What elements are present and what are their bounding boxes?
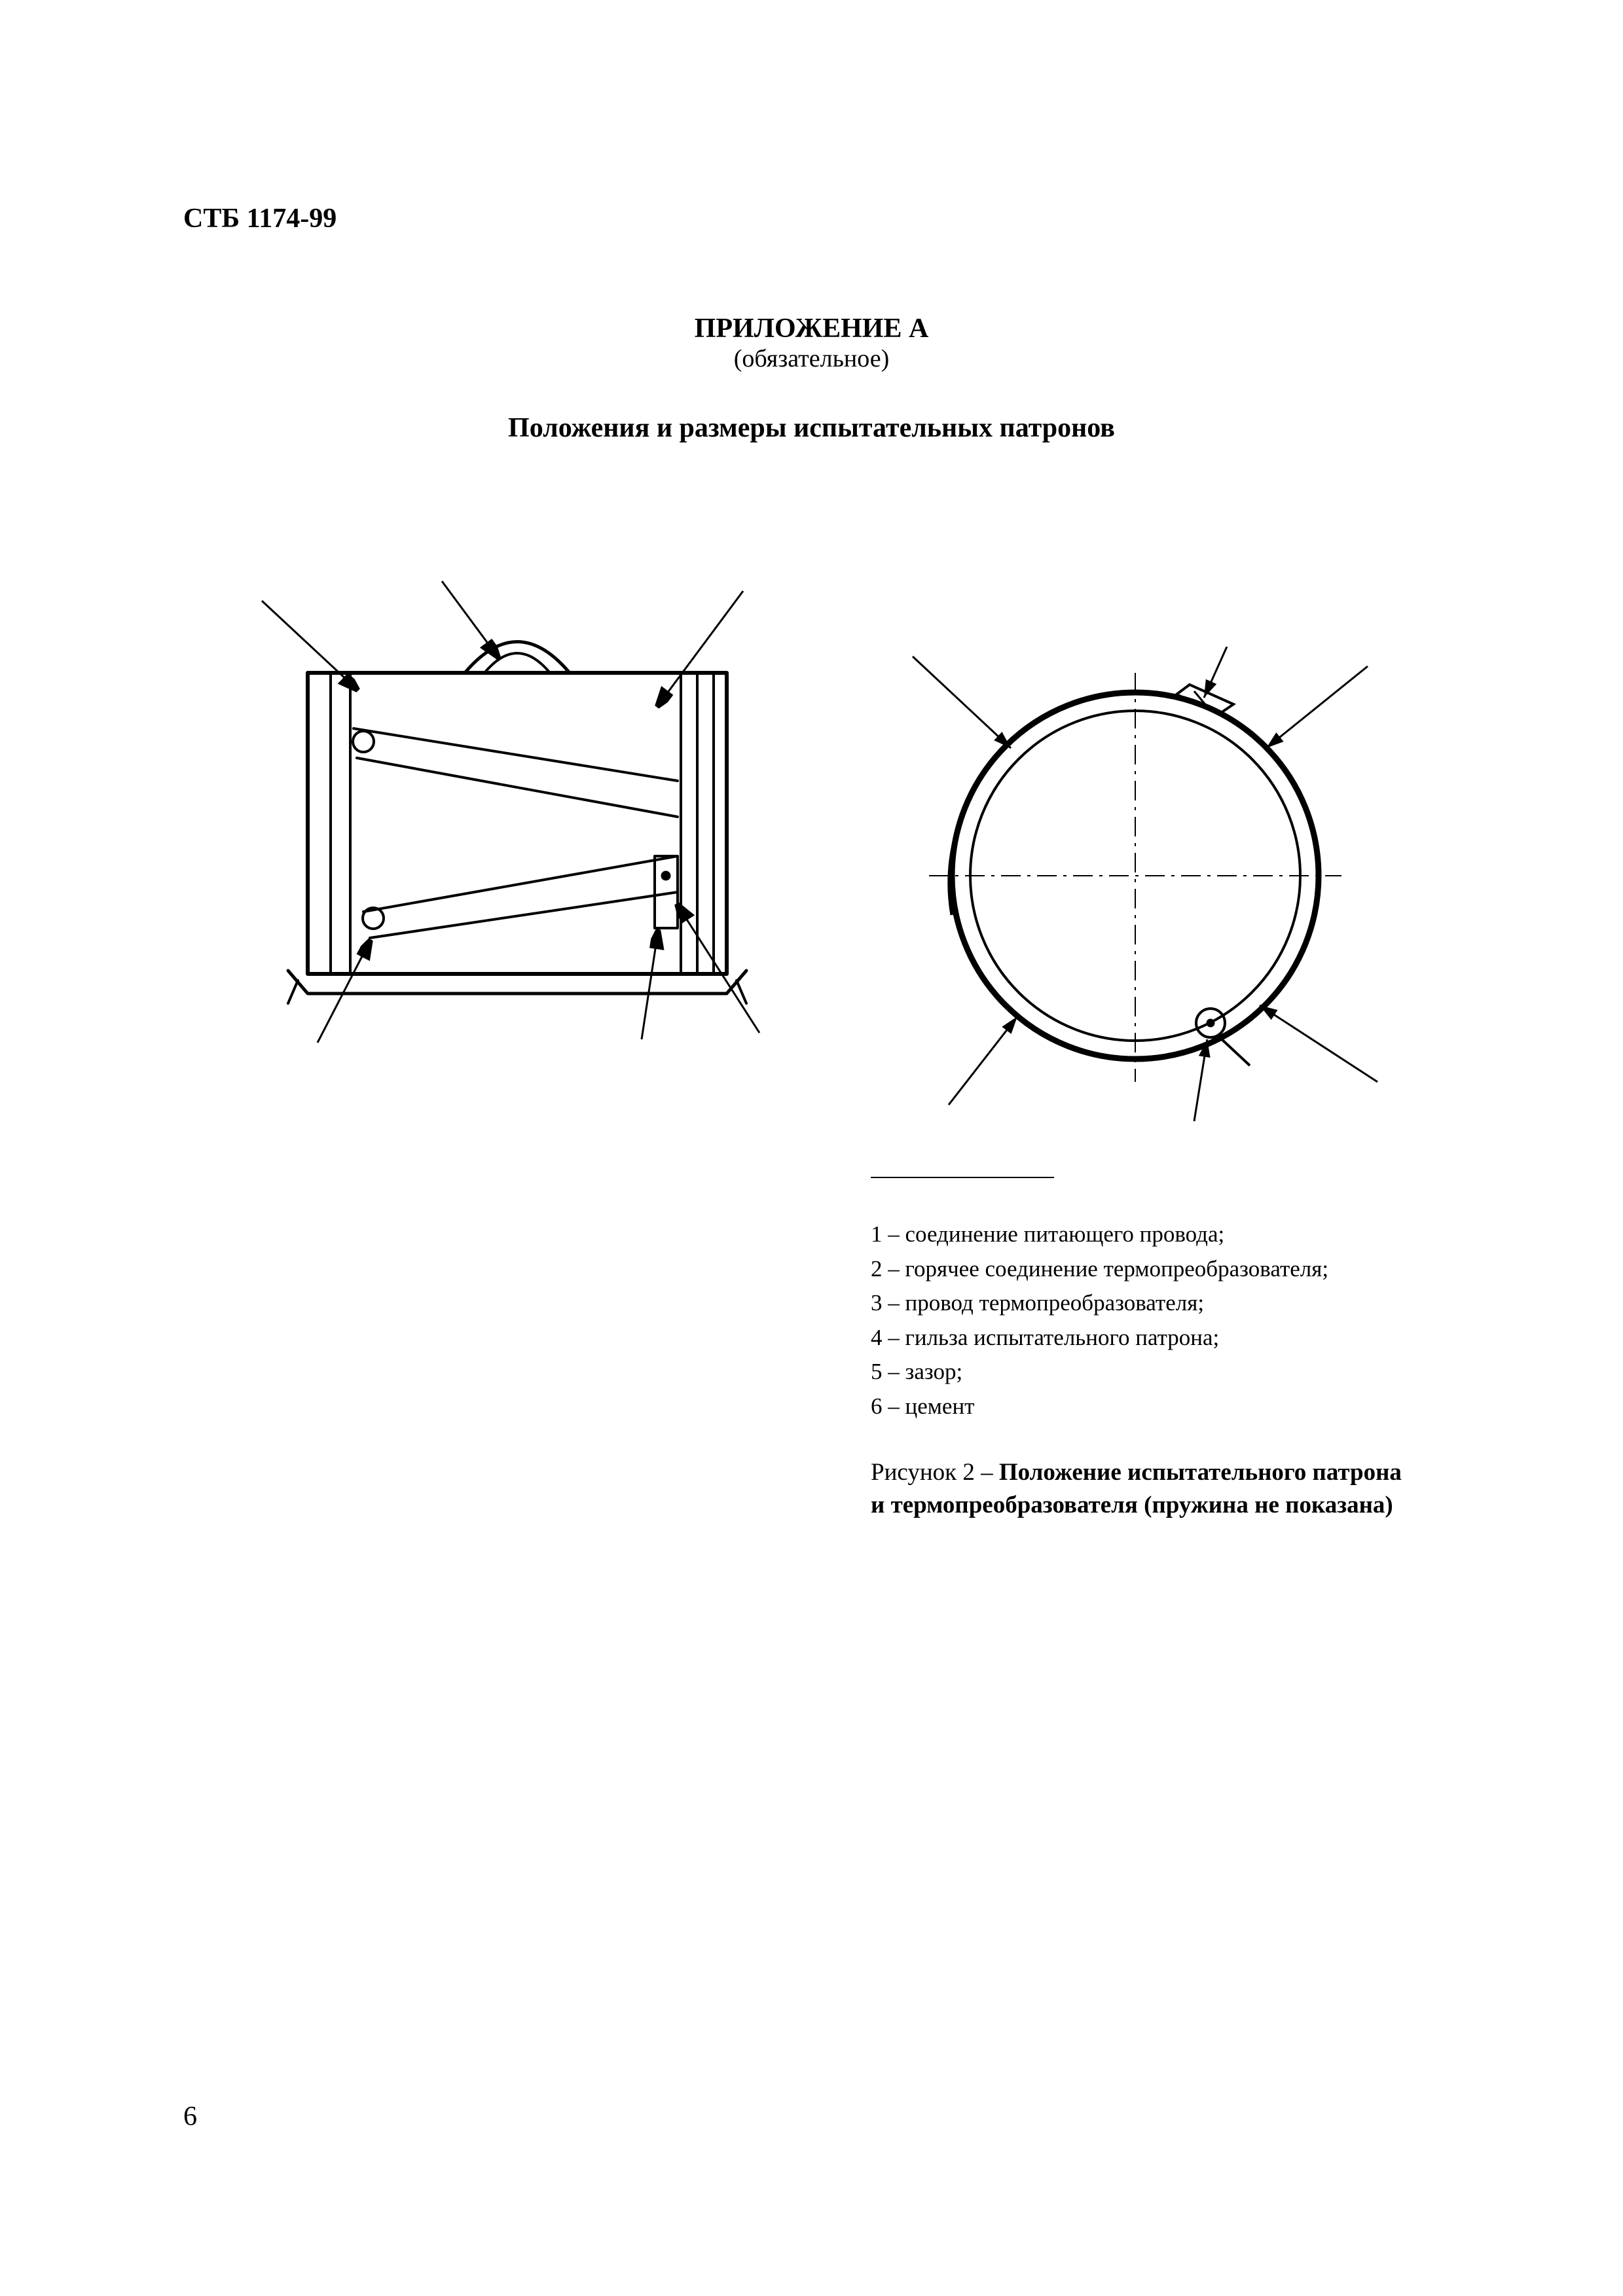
legend-list: 1 – соединение питающего провода; 2 – го…: [871, 1217, 1525, 1424]
section-title: Положения и размеры испытательных патрон…: [183, 412, 1440, 444]
legend-item: 3 – провод термопреобразователя;: [871, 1286, 1525, 1321]
legend-block: 1 – соединение питающего провода; 2 – го…: [871, 1177, 1525, 1522]
figures-row: [183, 575, 1440, 1124]
caption-prefix: Рисунок 2 –: [871, 1459, 999, 1486]
legend-item: 4 – гильза испытательного патрона;: [871, 1321, 1525, 1355]
page-number: 6: [183, 2101, 197, 2132]
figure-caption: Рисунок 2 – Положение испытательного пат…: [871, 1456, 1525, 1522]
figure-right-top-view: [864, 647, 1400, 1124]
legend-item: 1 – соединение питающего провода;: [871, 1217, 1525, 1252]
figure-left-side-view: [223, 575, 799, 1046]
legend-item: 2 – горячее соединение термопреобразоват…: [871, 1252, 1525, 1287]
legend-rule: [871, 1177, 1054, 1178]
caption-bold-1: Положение испытательного патрона: [999, 1459, 1402, 1486]
legend-item: 5 – зазор;: [871, 1355, 1525, 1390]
legend-item: 6 – цемент: [871, 1390, 1525, 1424]
appendix-subtitle: (обязательное): [183, 344, 1440, 373]
appendix-title: ПРИЛОЖЕНИЕ А: [183, 313, 1440, 344]
document-code: СТБ 1174-99: [183, 203, 1440, 234]
caption-bold-2: и термопреобразователя (пружина не показ…: [871, 1492, 1393, 1518]
